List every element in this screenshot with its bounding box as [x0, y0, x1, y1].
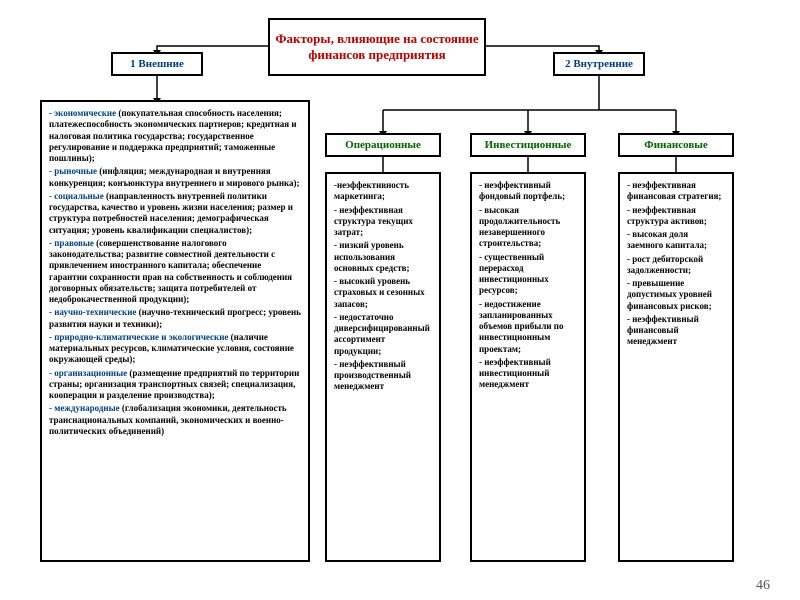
external-item: - социальные (направленность внутренней …: [49, 191, 301, 236]
operational-item: - низкий уровень использования основных …: [334, 240, 432, 274]
operational-content: -неэффективность маркетинга;- неэффектив…: [325, 172, 441, 562]
financial-item: - неэффективный финансовый менеджмент: [627, 314, 725, 348]
investment-item: - неэффективный инвестиционный менеджмен…: [479, 357, 577, 391]
investment-content: - неэффективный фондовый портфель;- высо…: [470, 172, 586, 562]
external-item: - научно-технические (научно-технический…: [49, 307, 301, 330]
branch-external: 1 Внешние: [111, 52, 203, 76]
financial-item: - рост дебиторской задолженности;: [627, 254, 725, 277]
operational-item: - недостаточно диверсифицированный ассор…: [334, 312, 432, 357]
category-investment: Инвестиционные: [470, 133, 586, 157]
financial-item: - превышение допустимых уровней финансов…: [627, 278, 725, 312]
category-financial: Финансовые: [618, 133, 734, 157]
category-operational: Операционные: [325, 133, 441, 157]
external-item: - рыночные (инфляция; международная и вн…: [49, 166, 301, 189]
external-item: - правовые (совершенствование налогового…: [49, 238, 301, 306]
financial-item: - неэффективная финансовая стратегия;: [627, 180, 725, 203]
operational-item: - неэффективная структура текущих затрат…: [334, 205, 432, 239]
investment-item: - существенный перерасход инвестиционных…: [479, 252, 577, 297]
operational-item: - высокий уровень страховых и сезонных з…: [334, 276, 432, 310]
external-content: - экономические (покупательная способнос…: [40, 100, 310, 562]
external-item: - экономические (покупательная способнос…: [49, 108, 301, 164]
external-item: - природно-климатические и экологические…: [49, 332, 301, 366]
external-item-head: - правовые: [49, 238, 94, 248]
external-item-head: - природно-климатические и экологические: [49, 332, 228, 342]
title-text: Факторы, влияющие на состояние финансов …: [274, 31, 480, 64]
external-item: - организационные (размещение предприяти…: [49, 368, 301, 402]
financial-content: - неэффективная финансовая стратегия;- н…: [618, 172, 734, 562]
investment-item: - неэффективный фондовый портфель;: [479, 180, 577, 203]
investment-item: - недостижение запланированных объемов п…: [479, 299, 577, 355]
external-item-head: - экономические: [49, 108, 116, 118]
financial-item: - неэффективная структура активов;: [627, 205, 725, 228]
external-item: - международные (глобализация экономики,…: [49, 403, 301, 437]
branch-internal-label: 2 Внутренние: [565, 58, 633, 70]
external-item-head: - научно-технические: [49, 307, 136, 317]
category-investment-label: Инвестиционные: [485, 139, 572, 151]
external-item-head: - организационные: [49, 368, 127, 378]
external-item-head: - социальные: [49, 191, 104, 201]
operational-item: -неэффективность маркетинга;: [334, 180, 432, 203]
branch-internal: 2 Внутренние: [553, 52, 645, 76]
category-financial-label: Финансовые: [644, 139, 707, 151]
financial-item: - высокая доля заемного капитала;: [627, 229, 725, 252]
external-item-head: - международные: [49, 403, 120, 413]
page-number: 46: [756, 578, 770, 594]
external-item-head: - рыночные: [49, 166, 97, 176]
category-operational-label: Операционные: [345, 139, 421, 151]
investment-item: - высокая продолжительность незавершенно…: [479, 205, 577, 250]
title-box: Факторы, влияющие на состояние финансов …: [268, 18, 486, 76]
operational-item: - неэффективный производственный менеджм…: [334, 359, 432, 393]
branch-external-label: 1 Внешние: [130, 58, 184, 70]
